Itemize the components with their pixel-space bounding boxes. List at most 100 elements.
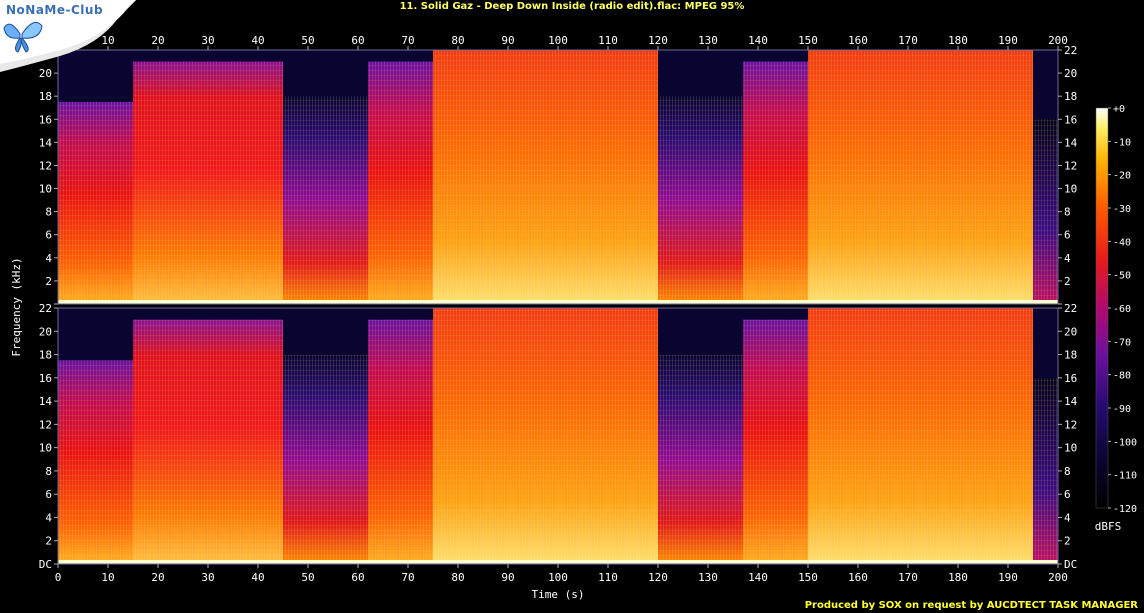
channel-1-section-0-harmonics: [58, 101, 133, 304]
channel-2-section-0-above-cutoff: [58, 308, 133, 361]
x-tick-label-top: 60: [351, 34, 364, 47]
x-tick-label-top: 80: [451, 34, 464, 47]
x-tick-label-bottom: 0: [55, 571, 62, 584]
y-tick-label-right: 2: [1064, 535, 1071, 548]
x-tick-label-bottom: 90: [501, 571, 514, 584]
x-tick-label-bottom: 150: [798, 571, 818, 584]
x-tick-label-top: 130: [698, 34, 718, 47]
channel-1-dc-band: [58, 300, 1058, 304]
y-tick-label-right: DC: [1064, 558, 1077, 571]
x-axis-label: Time (s): [532, 588, 585, 601]
channel-1-section-5-harmonics: [658, 96, 743, 304]
x-tick-label-bottom: 180: [948, 571, 968, 584]
channel-2-section-2-above-cutoff: [283, 308, 368, 355]
logo-badge-icon: [0, 0, 136, 72]
colorbar-tick-label: -120: [1113, 504, 1137, 515]
x-tick-label-top: 120: [648, 34, 668, 47]
channel-1-section-1-above-cutoff: [133, 50, 283, 62]
y-tick-label-right: 18: [1064, 349, 1077, 362]
channel-2-section-8-above-cutoff: [1033, 308, 1058, 378]
channel-2-dc-band: [58, 560, 1058, 564]
channel-2-section-3-above-cutoff: [368, 308, 433, 320]
y-tick-label-left: 10: [39, 442, 52, 455]
x-tick-label-bottom: 60: [351, 571, 364, 584]
channel-1-section-3-harmonics: [368, 61, 433, 304]
x-tick-label-bottom: 50: [301, 571, 314, 584]
channel-2-section-6-harmonics: [743, 319, 808, 564]
channel-1-section-2-harmonics: [283, 96, 368, 304]
x-tick-label-top: 50: [301, 34, 314, 47]
logo: NoNaMe-Club: [0, 0, 136, 72]
x-tick-label-top: 150: [798, 34, 818, 47]
y-tick-label-right: 16: [1064, 372, 1077, 385]
x-tick-label-bottom: 190: [998, 571, 1018, 584]
x-tick-label-bottom: 100: [548, 571, 568, 584]
y-tick-label-right: 12: [1064, 159, 1077, 172]
y-tick-label-left: 14: [39, 395, 53, 408]
x-tick-label-bottom: 20: [151, 571, 164, 584]
channel-2-section-4-harmonics: [433, 308, 658, 564]
y-tick-label-right: 16: [1064, 113, 1077, 126]
x-tick-label-top: 160: [848, 34, 868, 47]
colorbar-tick-label: -70: [1113, 337, 1131, 348]
x-tick-label-bottom: 130: [698, 571, 718, 584]
channel-1-section-4-harmonics: [433, 50, 658, 304]
colorbar-tick-label: -50: [1113, 271, 1131, 282]
y-tick-label-left: 22: [39, 302, 52, 315]
y-tick-label-left: 4: [45, 252, 52, 265]
x-tick-label-bottom: 80: [451, 571, 464, 584]
y-tick-label-left: 20: [39, 325, 52, 338]
y-axis-label: Frequency (kHz): [10, 257, 23, 356]
y-tick-label-left: 12: [39, 418, 52, 431]
y-tick-label-left: 12: [39, 159, 52, 172]
channel-1-section-3-above-cutoff: [368, 50, 433, 62]
x-tick-label-top: 90: [501, 34, 514, 47]
channel-1-section-2-above-cutoff: [283, 50, 368, 97]
x-tick-label-top: 40: [251, 34, 264, 47]
colorbar-tick-label: -100: [1113, 437, 1137, 448]
y-tick-label-left: 20: [39, 67, 52, 80]
channel-1-section-7-harmonics: [808, 50, 1033, 304]
y-tick-label-right: 8: [1064, 465, 1071, 478]
y-tick-label-left: 18: [39, 349, 52, 362]
y-tick-label-right: 18: [1064, 90, 1077, 103]
y-tick-label-right: 20: [1064, 67, 1077, 80]
y-tick-label-left: 4: [45, 511, 52, 524]
x-tick-label-bottom: 120: [648, 571, 668, 584]
colorbar-tick-label: -40: [1113, 237, 1131, 248]
butterfly-icon: [3, 21, 43, 53]
channel-1-section-6-above-cutoff: [743, 50, 808, 62]
channel-2-section-2-harmonics: [283, 354, 368, 564]
colorbar-tick-label: -80: [1113, 371, 1131, 382]
y-tick-label-left: 6: [45, 229, 52, 242]
channel-1-section-8-above-cutoff: [1033, 50, 1058, 120]
x-tick-label-top: 140: [748, 34, 768, 47]
y-tick-label-right: 12: [1064, 418, 1077, 431]
x-tick-label-top: 200: [1048, 34, 1068, 47]
channel-2-section-7-harmonics: [808, 308, 1033, 564]
colorbar-tick-label: -20: [1113, 171, 1131, 182]
colorbar-tick-label: -110: [1113, 471, 1137, 482]
y-tick-label-left: 2: [45, 535, 52, 548]
y-tick-label-right: 10: [1064, 183, 1077, 196]
y-tick-label-left: 16: [39, 113, 52, 126]
x-tick-label-top: 70: [401, 34, 414, 47]
channel-2-section-3-harmonics: [368, 319, 433, 564]
x-tick-label-bottom: 110: [598, 571, 618, 584]
logo-text: NoNaMe-Club: [6, 3, 104, 17]
y-tick-label-right: 4: [1064, 252, 1071, 265]
y-tick-label-left: 16: [39, 372, 52, 385]
y-tick-label-right: 4: [1064, 511, 1071, 524]
channel-1-section-1-harmonics: [133, 61, 283, 304]
y-tick-label-right: 22: [1064, 44, 1077, 57]
colorbar: [1095, 107, 1109, 509]
x-tick-label-top: 10: [101, 34, 114, 47]
colorbar-tick-label: -10: [1113, 137, 1131, 148]
colorbar-label: dBFS: [1095, 520, 1122, 533]
x-tick-label-bottom: 160: [848, 571, 868, 584]
y-tick-label-right: 8: [1064, 206, 1071, 219]
colorbar-tick-label: -60: [1113, 304, 1131, 315]
y-tick-label-left: 10: [39, 183, 52, 196]
colorbar-tick-label: -90: [1113, 404, 1131, 415]
y-tick-label-right: 20: [1064, 325, 1077, 338]
